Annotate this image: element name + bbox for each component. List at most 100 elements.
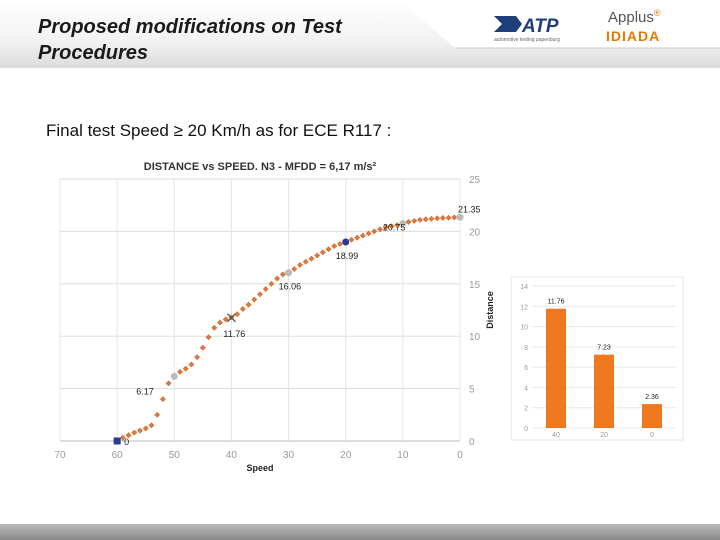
data-point [297, 262, 303, 268]
idiada-text: IDIADA [606, 28, 661, 44]
annotation-label: 21.35 [458, 204, 481, 214]
y-tick-label: 10 [469, 332, 481, 343]
annotation-label: 0 [124, 437, 129, 447]
speed-bar-chart: 0 2 4 6 8 10 12 14 11.76 7.23 2.36 40 20 0 [510, 276, 684, 441]
atp-logo-text: ATP [521, 16, 559, 37]
annotation-label: 16.06 [279, 282, 302, 292]
data-point [245, 301, 252, 308]
applus-mark: ® [653, 8, 661, 18]
data-point [125, 432, 132, 439]
data-point [348, 236, 355, 243]
y-tick-label: 0 [469, 437, 475, 448]
x-tick-label: 20 [340, 450, 352, 461]
data-point [222, 316, 229, 323]
data-point [331, 243, 338, 249]
data-point [119, 434, 126, 441]
data-point [165, 380, 172, 387]
annotation-label: 20.75 [383, 223, 406, 233]
data-point [211, 324, 218, 331]
data-point [394, 222, 401, 229]
annotations: 0 6.17 11.76 16.06 18.99 20.75 21.35 [113, 204, 481, 447]
data-point [217, 319, 223, 326]
chart-grid [59, 178, 461, 442]
chart-title: DISTANCE vs SPEED. N3 - MFDD = 6,17 m/s² [144, 161, 377, 173]
data-point [279, 271, 286, 278]
data-point [422, 216, 429, 223]
data-point [314, 252, 321, 259]
data-point [159, 396, 166, 403]
annotation-marker [342, 238, 350, 246]
header-bar: Proposed modifications on Test Procedure… [0, 0, 720, 68]
data-point [337, 241, 343, 247]
data-point [354, 234, 361, 241]
annotation-marker [399, 220, 407, 228]
data-point [205, 334, 212, 341]
bar-y-tick-label: 14 [520, 284, 528, 291]
data-point [182, 365, 189, 372]
header-shape [400, 0, 720, 49]
data-point [188, 361, 195, 368]
data-point [274, 275, 281, 282]
x-tick-label: 70 [54, 450, 66, 461]
atp-tagline: automotive testing papenburg [494, 37, 560, 43]
data-point [325, 246, 332, 253]
data-point [365, 230, 372, 237]
bar-y-tick-label: 10 [520, 325, 528, 332]
bar [642, 404, 662, 428]
data-point [377, 226, 383, 233]
data-point [262, 286, 269, 292]
data-point [234, 311, 241, 318]
data-point [434, 215, 441, 222]
x-tick-labels: 70 60 50 40 30 20 10 0 [54, 450, 463, 461]
data-point [154, 411, 161, 418]
x-tick-label: 30 [283, 450, 295, 461]
data-point [177, 368, 183, 375]
data-point [291, 266, 298, 273]
bar-y-tick-label: 0 [524, 426, 528, 433]
annotation-marker [113, 437, 121, 445]
data-point [439, 215, 446, 221]
atp-arrow-icon [494, 16, 522, 32]
annotation-label: 6.17 [136, 386, 154, 396]
bar-category-label: 40 [552, 432, 560, 439]
bar-y-tick-label: 6 [524, 365, 528, 372]
distance-speed-chart: DISTANCE vs SPEED. N3 - MFDD = 6,17 m/s²… [54, 161, 495, 473]
annotation-label: 11.76 [223, 329, 245, 339]
x-mark-stroke [226, 313, 236, 323]
applus-text: Applus [608, 9, 654, 26]
atp-logo: ATP automotive testing papenburg [494, 16, 560, 43]
annotation-marker [170, 372, 178, 380]
y-tick-label: 25 [469, 175, 481, 186]
data-point [371, 228, 378, 235]
bar [594, 354, 614, 428]
data-point [382, 224, 389, 231]
data-point [388, 223, 395, 230]
x-axis-label: Speed [246, 463, 273, 473]
y-tick-label: 15 [469, 280, 481, 291]
data-point [302, 258, 309, 265]
data-point [405, 219, 412, 225]
y-tick-labels: 0 5 10 15 20 25 [469, 175, 481, 448]
data-point [199, 344, 206, 351]
data-point [428, 215, 435, 222]
data-point [411, 217, 418, 224]
data-point [131, 429, 138, 436]
annotation-marker [226, 313, 236, 323]
data-point [148, 422, 155, 429]
bar-data-label: 2.36 [645, 394, 659, 401]
x-tick-label: 10 [397, 450, 409, 461]
x-tick-label: 60 [112, 450, 124, 461]
data-point [308, 255, 315, 262]
bar-data-labels: 11.76 7.23 2.36 [548, 299, 659, 401]
bar [546, 308, 566, 428]
x-tick-label: 40 [226, 450, 238, 461]
bar-y-tick-label: 12 [520, 304, 528, 311]
bar-data-label: 7.23 [597, 345, 611, 352]
data-point [239, 306, 246, 312]
y-axis-label: Distance [485, 291, 495, 329]
data-point [268, 280, 275, 287]
bar-y-tick-label: 8 [524, 345, 528, 352]
slide-subtitle: Final test Speed ≥ 20 Km/h as for ECE R1… [46, 121, 392, 140]
data-point [137, 427, 143, 434]
bar-category-label: 0 [650, 432, 654, 439]
